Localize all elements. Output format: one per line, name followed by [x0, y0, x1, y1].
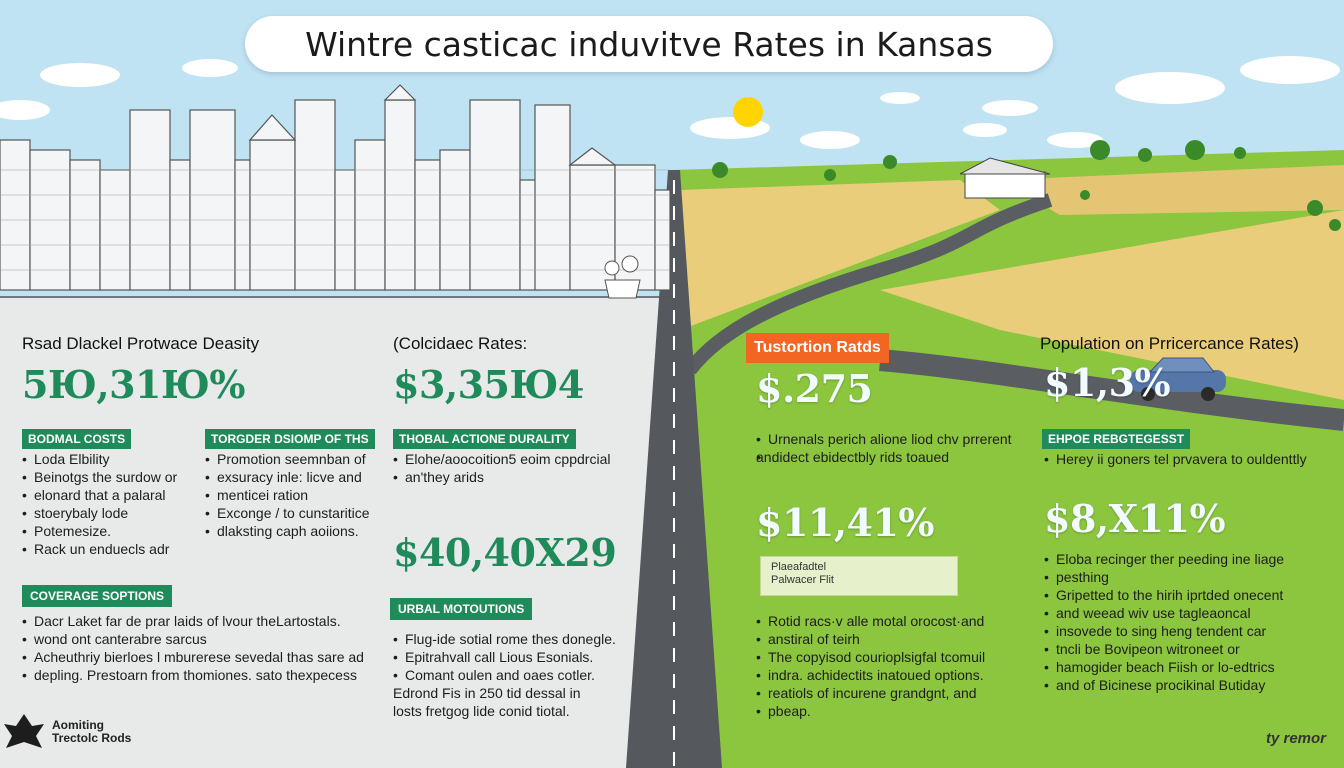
- list-item: Acheuthriy bierloes l mburerese sevedal …: [22, 648, 364, 666]
- farmhouse: [959, 157, 1051, 199]
- left-col3-list1: Elohe/aoocoition5 eoim cppdrcial an'they…: [393, 450, 610, 486]
- car: [1130, 357, 1226, 401]
- left-col3-value2: $40,40X29: [393, 530, 617, 575]
- list-item: and of Bicinese procikinal Butiday: [1044, 676, 1284, 694]
- right-col2-list1: Herey ii goners tel prvavera to ouldentt…: [1044, 450, 1307, 468]
- list-item: andidect ebidectbly rids toaued: [756, 448, 1012, 466]
- left-col1-heading: Rsad Dlackel Protwace Deasity: [22, 334, 260, 353]
- list-item: pesthing: [1044, 568, 1284, 586]
- leaf-logo-icon: [4, 714, 44, 748]
- footer-brand: ty remor: [1266, 730, 1327, 747]
- left-col1-list2: Dacr Laket far de prar laids of lvour th…: [22, 612, 364, 684]
- left-col3-list2: Flug-ide sotial rome thes donegle. Epitr…: [393, 630, 616, 684]
- left-col1-value: 5Ю,31Ю%: [22, 362, 245, 407]
- list-item: The copyisod courioplsigfal tcomuil: [756, 648, 985, 666]
- list-item: Promotion seemnban of: [205, 450, 370, 468]
- box-line: Palwacer Flit: [771, 574, 834, 586]
- list-item: depling. Prestoarn from thomiones. sato …: [22, 666, 364, 684]
- list-item: tncli be Bovipeon witroneet or: [1044, 640, 1284, 658]
- right-col1-list2: Rotid racs·v alle motal orocost·and anst…: [756, 612, 985, 720]
- wheat-field-left: [680, 180, 1000, 330]
- right-col2-value2: $8,X11%: [1044, 496, 1226, 541]
- sun: [733, 97, 763, 127]
- list-item: stoerybaly lode: [22, 504, 177, 522]
- list-item: wond ont canterabre sarcus: [22, 630, 364, 648]
- list-item: reatiols of incurene grandgnt, and: [756, 684, 985, 702]
- page-title: Wintre casticac induvitve Rates in Kansa…: [245, 16, 1053, 72]
- trees: [712, 140, 1341, 231]
- left-col2-list1: Promotion seemnban of exsuracy inle: lic…: [205, 450, 370, 540]
- list-item: Epitrahvall call Lious Esonials.: [393, 648, 616, 666]
- list-item: indra. achidectits inatoued options.: [756, 666, 985, 684]
- side-road: [879, 349, 1344, 431]
- list-item: Gripetted to the hirih iprtded onecent: [1044, 586, 1284, 604]
- list-item: Herey ii goners tel prvavera to ouldentt…: [1044, 450, 1307, 468]
- para-line: Edrond Fis in 250 tid dessal in: [393, 685, 581, 701]
- list-item: Flug-ide sotial rome thes donegle.: [393, 630, 616, 648]
- list-item: exsuracy inle: licve and: [205, 468, 370, 486]
- skyline-windows: [0, 169, 670, 271]
- right-col2-heading: Population on Prricercance Rates): [1040, 334, 1299, 353]
- winding-road: [684, 193, 1053, 375]
- clouds: [0, 56, 1340, 149]
- wheat-field-right: [880, 210, 1344, 400]
- list-item: and weead wiv use tagleaoncal: [1044, 604, 1284, 622]
- footer-logo: Aomiting Trectolc Rods: [2, 712, 131, 752]
- right-col1-box: Plaeafadtel Palwacer Flit: [760, 556, 958, 596]
- list-item: pbeap.: [756, 702, 985, 720]
- list-item: Loda Elbility: [22, 450, 177, 468]
- left-col2-tag1: TORGDER DSIOMP OF THS: [205, 429, 375, 449]
- left-col1-tag1: BODMAL COSTS: [22, 429, 132, 449]
- list-item: menticei ration: [205, 486, 370, 504]
- list-item: anstiral of teirh: [756, 630, 985, 648]
- list-item: Dacr Laket far de prar laids of lvour th…: [22, 612, 364, 630]
- left-col1-tag2: COVERAGE SOPTIONS: [22, 585, 173, 607]
- left-col1-list1: Loda Elbility Beinotgs the surdow or elo…: [22, 450, 177, 558]
- flower-pot: [604, 255, 641, 299]
- list-item: Comant oulen and oaes cotler.: [393, 666, 616, 684]
- logo-line2: Trectolc Rods: [52, 731, 132, 745]
- right-col1-value2: $11,41%: [756, 500, 935, 545]
- list-item: insovede to sing heng tendent car: [1044, 622, 1284, 640]
- right-col1-value: $.275: [756, 366, 873, 411]
- right-col1-list1: Urnenals perich alione liod chv prrerent…: [756, 430, 1012, 466]
- right-col1-tag: Tustortion Ratds: [746, 333, 889, 363]
- left-col3-tag1: THOBAL ACTIONE DURALITY: [393, 429, 576, 449]
- list-item: Exconge / to cunstaritice: [205, 504, 370, 522]
- right-col2-value: $1,3%: [1044, 360, 1171, 405]
- list-item: Elohe/aoocoition5 eoim cppdrcial: [393, 450, 610, 468]
- list-item: Urnenals perich alione liod chv prrerent: [756, 430, 1012, 448]
- left-col3-tag2: URBAL MOTOUTIONS: [390, 598, 533, 620]
- box-line: Plaeafadtel: [771, 561, 827, 573]
- list-item: an'they arids: [393, 468, 610, 486]
- list-item: dlaksting caph aoiions.: [205, 522, 370, 540]
- list-item: Potemesize.: [22, 522, 177, 540]
- right-col2-list2: Eloba recinger ther peeding ine liage pe…: [1044, 550, 1284, 694]
- right-col2-tag: EHPOE REBGTEGESST: [1042, 429, 1191, 449]
- logo-line1: Aomiting: [52, 718, 104, 732]
- left-col3-value: $3,35Ю4: [393, 362, 584, 407]
- left-col3-para: Edrond Fis in 250 tid dessal in losts fr…: [393, 684, 581, 720]
- wheat-field-far: [1000, 165, 1344, 215]
- para-line: losts fretgog lide conid tiotal.: [393, 703, 570, 719]
- list-item: Rack un enduecls adr: [22, 540, 177, 558]
- list-item: hamogider beach Fiish or lo-edtrics: [1044, 658, 1284, 676]
- left-col3-heading: (Colcidaec Rates:: [393, 334, 528, 353]
- list-item: Beinotgs the surdow or: [22, 468, 177, 486]
- list-item: Rotid racs·v alle motal orocost·and: [756, 612, 985, 630]
- list-item: elonard that a palaral: [22, 486, 177, 504]
- list-item: Eloba recinger ther peeding ine liage: [1044, 550, 1284, 568]
